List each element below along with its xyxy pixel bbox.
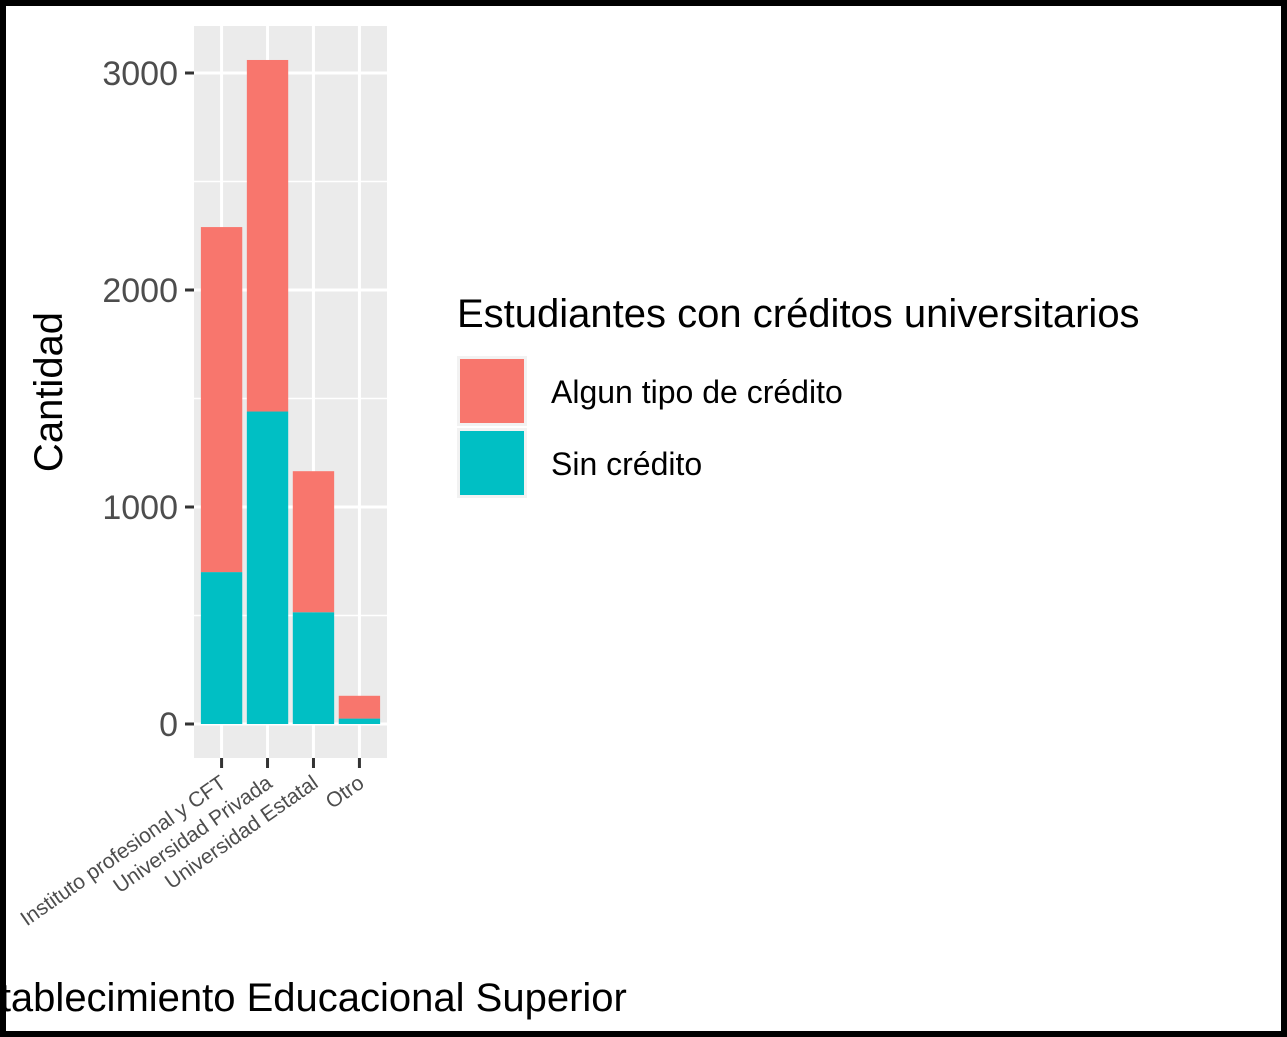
- legend-key: [460, 359, 524, 423]
- x-axis-title: Establecimiento Educacional Superior: [6, 976, 627, 1020]
- bar-segment: [246, 411, 289, 724]
- legend: Estudiantes con créditos universitarios …: [457, 292, 1140, 498]
- bar-segment: [292, 471, 335, 613]
- stacked-bar-chart: 0 1000 2000 3000 Instituto profesional y CF…: [6, 26, 1140, 1020]
- y-tick-label: 1000: [102, 489, 178, 527]
- bars: [200, 59, 381, 724]
- y-tick-label: 2000: [102, 272, 178, 310]
- legend-label: Sin crédito: [551, 446, 702, 482]
- legend-title: Estudiantes con créditos universitarios: [457, 292, 1140, 336]
- y-tick-label: 0: [159, 706, 178, 744]
- bar-segment: [338, 695, 381, 719]
- bar-segment: [292, 612, 335, 724]
- bar-segment: [200, 572, 243, 724]
- bar-segment: [338, 718, 381, 724]
- bar-segment: [246, 59, 289, 412]
- y-axis: 0 1000 2000 3000: [102, 55, 194, 744]
- bar-segment: [200, 227, 243, 573]
- x-tick-label: Otro: [322, 771, 369, 813]
- y-axis-title: Cantidad: [27, 312, 71, 472]
- legend-label: Algun tipo de crédito: [551, 374, 843, 410]
- y-tick-label: 3000: [102, 55, 178, 93]
- legend-key: [460, 431, 524, 495]
